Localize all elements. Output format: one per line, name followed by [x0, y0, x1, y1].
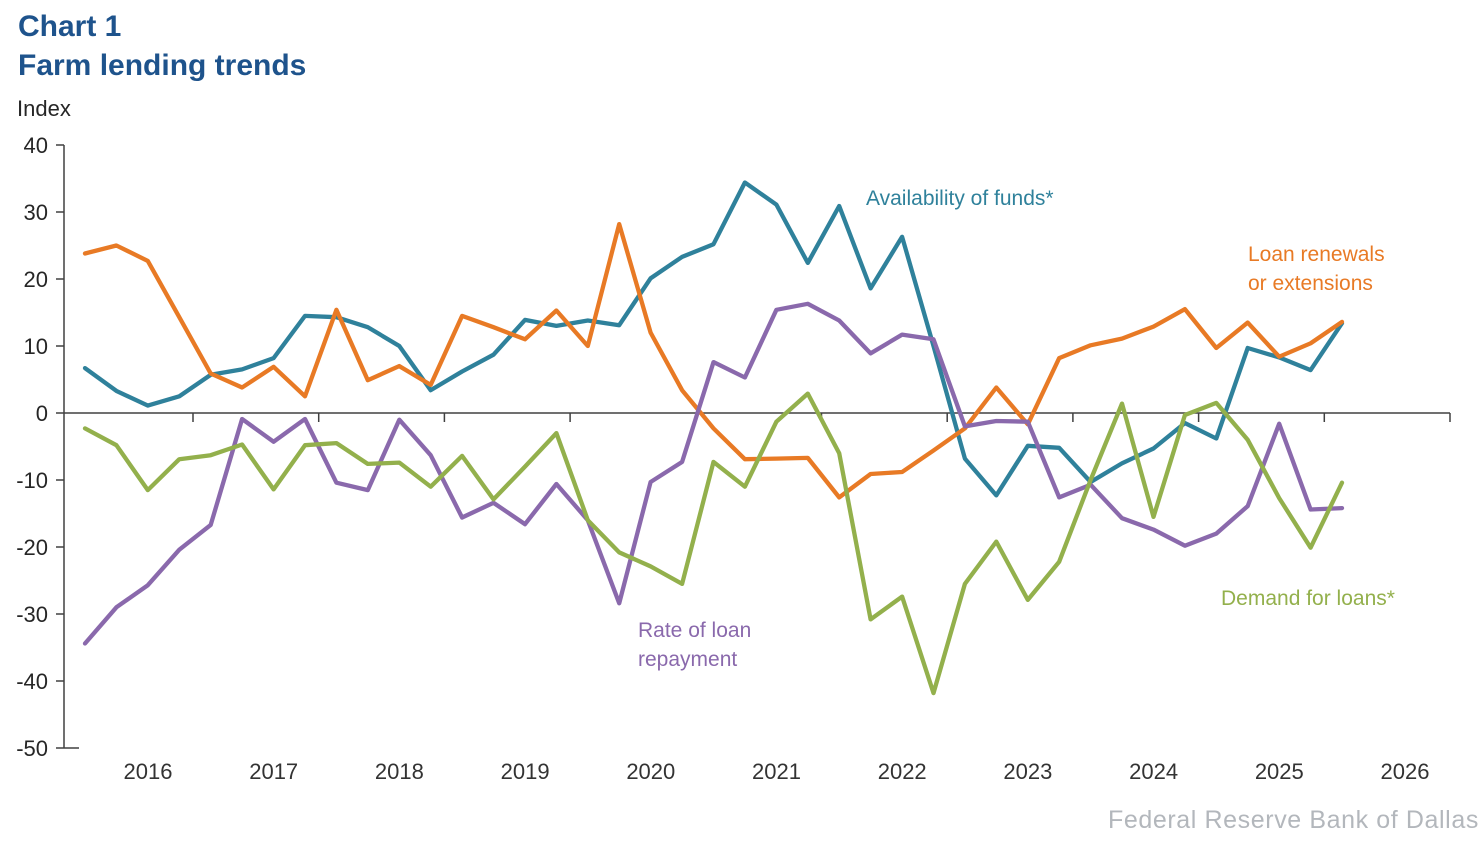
legend-rate-of-loan-repayment: Rate of loan repayment — [638, 619, 752, 671]
chart-number-label: Chart 1 — [18, 10, 122, 43]
y-tick-label: 0 — [36, 401, 48, 426]
y-tick-label: 40 — [24, 133, 48, 158]
source-attribution: Federal Reserve Bank of Dallas — [1108, 806, 1479, 834]
y-axis-unit-label: Index — [17, 96, 71, 121]
x-year-label: 2022 — [878, 759, 927, 784]
series-line-availability-of-funds — [82, 180, 1345, 498]
y-tick-label: 10 — [24, 334, 48, 359]
series-line-rate-of-loan-repayment — [82, 301, 1345, 646]
y-tick-label: 30 — [24, 200, 48, 225]
legend-loan-renewals-or-extensions: Loan renewals or extensions — [1248, 243, 1385, 295]
x-year-label: 2017 — [249, 759, 298, 784]
series-line-loan-renewals-or-extensions — [82, 221, 1345, 500]
y-tick-label: -10 — [16, 468, 48, 493]
x-year-label: 2026 — [1381, 759, 1430, 784]
legend-demand-for-loans: Demand for loans* — [1221, 587, 1395, 610]
x-year-label: 2019 — [501, 759, 550, 784]
legend-availability-of-funds: Availability of funds* — [866, 187, 1054, 210]
x-year-label: 2016 — [124, 759, 173, 784]
x-year-label: 2018 — [375, 759, 424, 784]
x-year-label: 2024 — [1129, 759, 1178, 784]
x-year-label: 2021 — [752, 759, 801, 784]
y-tick-label: -40 — [16, 669, 48, 694]
y-tick-label: 20 — [24, 267, 48, 292]
x-year-label: 2023 — [1003, 759, 1052, 784]
y-tick-label: -50 — [16, 736, 48, 761]
x-year-label: 2020 — [626, 759, 675, 784]
page-title: Farm lending trends — [18, 49, 307, 82]
series-line-demand-for-loans — [82, 391, 1345, 696]
x-year-label: 2025 — [1255, 759, 1304, 784]
y-tick-label: -30 — [16, 602, 48, 627]
y-tick-label: -20 — [16, 535, 48, 560]
